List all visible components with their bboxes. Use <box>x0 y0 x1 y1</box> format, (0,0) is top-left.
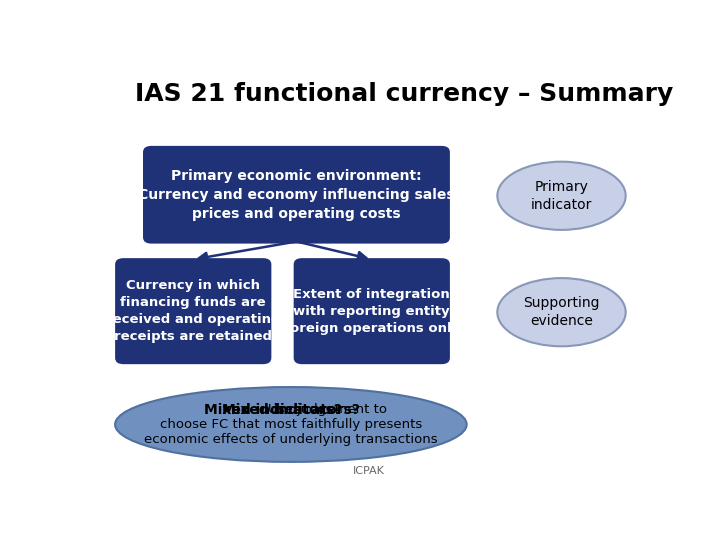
FancyBboxPatch shape <box>143 146 450 244</box>
Text: Mixed indicators?: Mixed indicators? <box>222 403 360 417</box>
Text: Primary
indicator: Primary indicator <box>531 180 592 212</box>
Text: Extent of integration
with reporting entity
(foreign operations only): Extent of integration with reporting ent… <box>278 288 466 335</box>
Text: Currency in which
financing funds are
received and operating
receipts are retain: Currency in which financing funds are re… <box>106 279 281 343</box>
Text: Mixed indicators?: Mixed indicators? <box>204 403 342 417</box>
Text: choose FC that most faithfully presents: choose FC that most faithfully presents <box>160 418 422 431</box>
Ellipse shape <box>115 387 467 462</box>
Ellipse shape <box>498 161 626 230</box>
FancyBboxPatch shape <box>115 258 271 364</box>
Text: ICPAK: ICPAK <box>353 467 385 476</box>
Text: Supporting
evidence: Supporting evidence <box>523 296 600 328</box>
Text: Primary economic environment:
Currency and economy influencing sales
prices and : Primary economic environment: Currency a… <box>138 169 455 221</box>
Text: Use judgement to: Use judgement to <box>268 403 387 416</box>
Text: economic effects of underlying transactions: economic effects of underlying transacti… <box>144 433 438 446</box>
FancyBboxPatch shape <box>294 258 450 364</box>
Ellipse shape <box>498 278 626 346</box>
Text: IAS 21 functional currency – Summary: IAS 21 functional currency – Summary <box>135 82 673 106</box>
